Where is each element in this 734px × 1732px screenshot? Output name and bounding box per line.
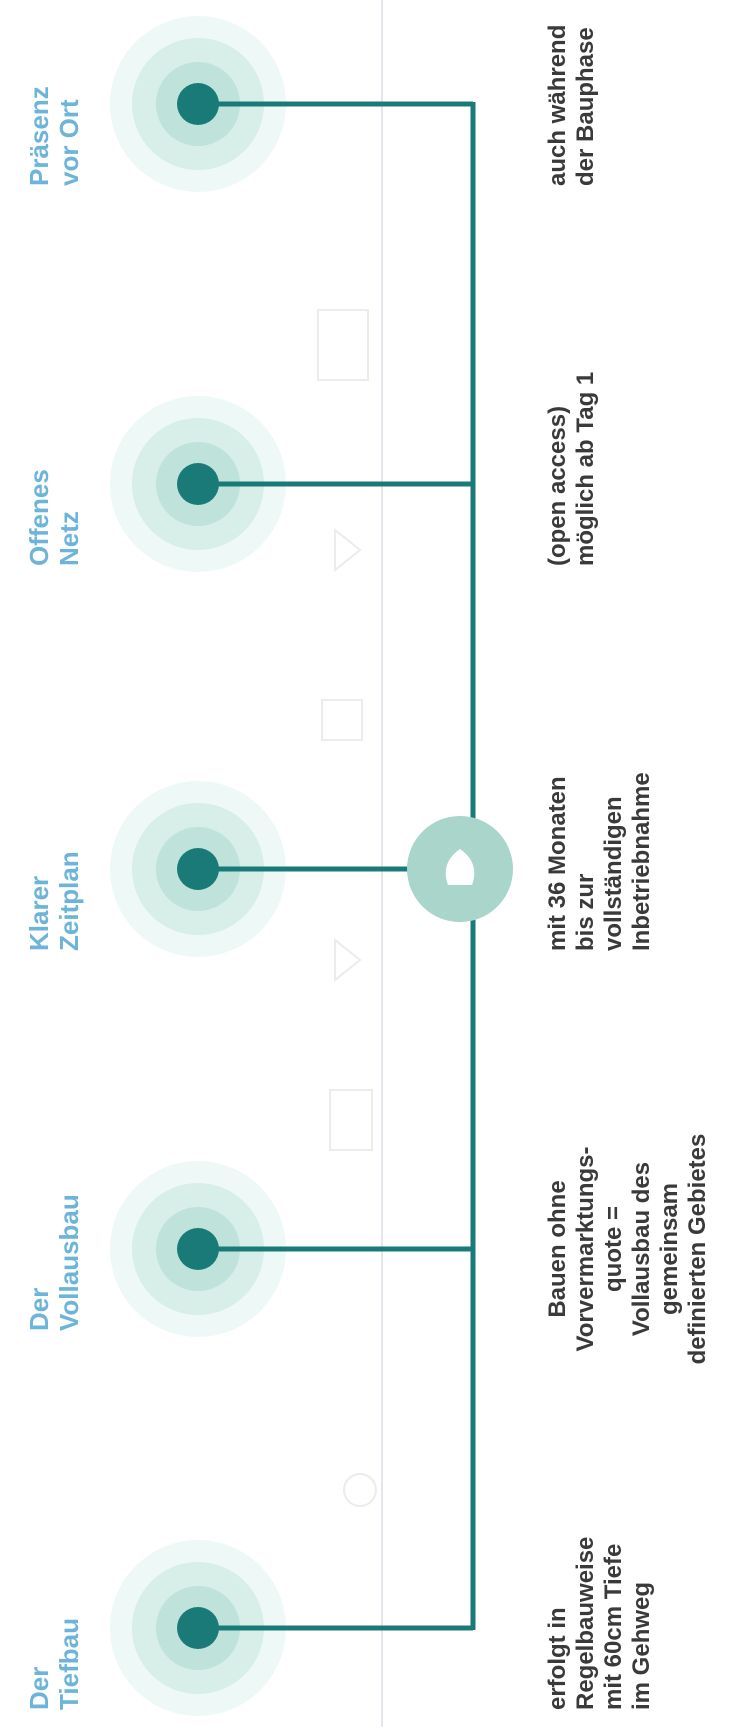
item-description: Vorvermarktungs- bbox=[572, 1147, 599, 1352]
description-group: (open access)möglich ab Tag 1 bbox=[544, 372, 599, 566]
node-dot bbox=[177, 1607, 219, 1649]
item-title: Tiefbau bbox=[54, 1618, 84, 1710]
item-description: Inbetriebnahme bbox=[628, 772, 655, 951]
node-dot bbox=[177, 463, 219, 505]
item-description: Bauen ohne bbox=[544, 1180, 571, 1317]
item-title: Der bbox=[24, 1288, 54, 1331]
item-description: auch während bbox=[544, 25, 571, 186]
item-description: im Gehweg bbox=[628, 1582, 655, 1710]
item-description: möglich ab Tag 1 bbox=[572, 372, 599, 566]
item-description: Regelbauweise bbox=[572, 1537, 599, 1710]
item-description: bis zur bbox=[572, 874, 599, 951]
node-dot bbox=[177, 1228, 219, 1270]
background-buildings bbox=[318, 310, 376, 1506]
item-description: erfolgt in bbox=[544, 1607, 571, 1710]
item-title: Der bbox=[24, 1667, 54, 1710]
node-dot bbox=[177, 848, 219, 890]
item-description: definierten Gebietes bbox=[684, 1134, 711, 1365]
item-description: quote = bbox=[600, 1206, 627, 1292]
item-description: mit 36 Monaten bbox=[544, 776, 571, 951]
item-title: Offenes bbox=[24, 469, 54, 566]
item-description: gemeinsam bbox=[656, 1183, 683, 1315]
timeline-diagram: Präsenzvor Ort auch währendder Bauphase Of… bbox=[0, 0, 734, 1727]
item-title: Präsenz bbox=[24, 86, 54, 186]
item-title: Zeitplan bbox=[54, 851, 84, 951]
item-title: Klarer bbox=[24, 876, 54, 951]
item-title: vor Ort bbox=[54, 99, 84, 186]
item-description: der Bauphase bbox=[572, 27, 599, 186]
item-description: (open access) bbox=[544, 406, 571, 566]
item-title: Vollausbau bbox=[54, 1194, 84, 1331]
item-description: Vollausbau des bbox=[628, 1162, 655, 1336]
item-description: vollständigen bbox=[600, 796, 627, 951]
node-dot bbox=[177, 83, 219, 125]
item-title: Netz bbox=[54, 511, 84, 566]
item-description: mit 60cm Tiefe bbox=[600, 1544, 627, 1710]
